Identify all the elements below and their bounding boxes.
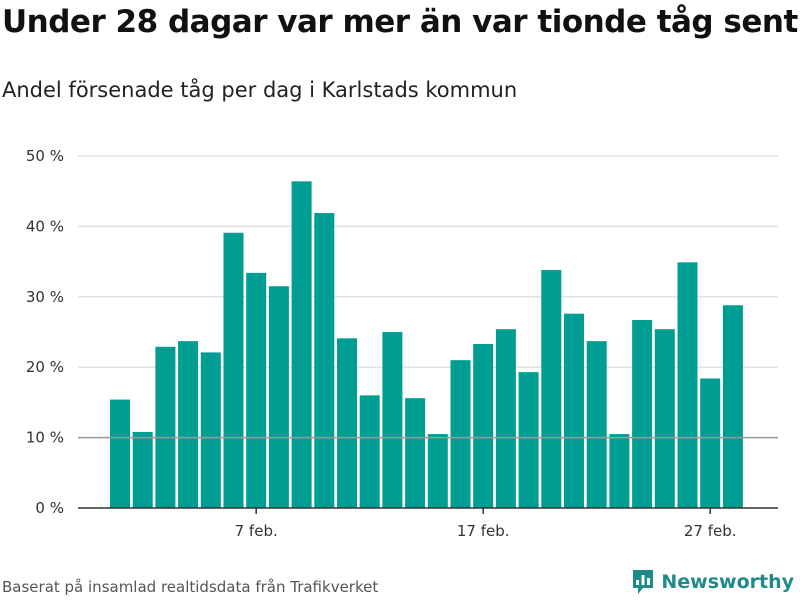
bar xyxy=(473,343,494,508)
bar xyxy=(110,399,130,508)
newsworthy-logo-icon xyxy=(633,570,654,594)
x-tick-label: 17 feb. xyxy=(457,522,510,540)
source-note: Baserat på insamlad realtidsdata från Tr… xyxy=(2,578,379,596)
y-tick-label: 30 % xyxy=(26,288,64,306)
bar xyxy=(495,329,516,508)
bar xyxy=(609,434,630,508)
bar xyxy=(564,313,584,508)
y-tick-label: 40 % xyxy=(26,217,64,235)
bar xyxy=(268,286,289,508)
axes: 0 % 10 % 20 % 30 % 40 % 50 % 7 feb. 17 feb. 27 f… xyxy=(26,147,778,540)
bar xyxy=(359,395,380,508)
bar xyxy=(223,232,244,508)
bar xyxy=(291,181,312,508)
y-tick-label: 10 % xyxy=(26,429,64,447)
bar xyxy=(155,346,176,508)
chart-subtitle: Andel försenade tåg per dag i Karlstads … xyxy=(2,78,518,102)
bar xyxy=(405,398,426,508)
bar xyxy=(632,320,653,508)
bar xyxy=(541,270,562,508)
bar xyxy=(200,352,221,508)
x-tick-label: 27 feb. xyxy=(684,522,737,540)
y-tick-label: 20 % xyxy=(26,358,64,376)
bar xyxy=(450,360,471,508)
x-tick-label: 7 feb. xyxy=(235,522,278,540)
bar xyxy=(427,434,448,508)
bar xyxy=(654,329,675,508)
brand: Newsworthy xyxy=(631,568,794,596)
bar xyxy=(337,338,357,508)
bar xyxy=(178,341,199,508)
bar xyxy=(132,431,153,508)
y-tick-label: 50 % xyxy=(26,147,64,165)
bar xyxy=(518,372,539,508)
bar xyxy=(700,378,721,508)
bar xyxy=(314,213,335,509)
bar xyxy=(677,262,698,508)
bars xyxy=(110,181,743,509)
bar xyxy=(246,272,267,508)
y-tick-label: 0 % xyxy=(35,499,64,517)
bar xyxy=(382,332,403,508)
brand-name: Newsworthy xyxy=(661,571,794,593)
bar xyxy=(722,305,743,508)
bar xyxy=(586,341,607,508)
chart-title: Under 28 dagar var mer än var tionde tåg… xyxy=(2,4,798,40)
